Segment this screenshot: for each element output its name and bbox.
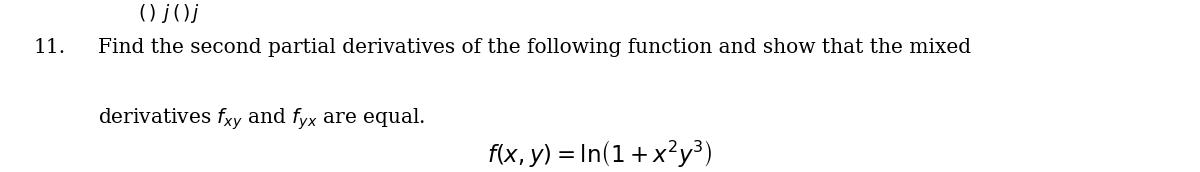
Text: 11.: 11. — [34, 38, 66, 57]
Text: derivatives $f_{xy}$ and $f_{yx}$ are equal.: derivatives $f_{xy}$ and $f_{yx}$ are eq… — [98, 107, 426, 132]
Text: $(\,)\;\,j\,(\,)\,j$: $(\,)\;\,j\,(\,)\,j$ — [138, 2, 200, 25]
Text: Find the second partial derivatives of the following function and show that the : Find the second partial derivatives of t… — [98, 38, 972, 57]
Text: $f(x, y) = \mathrm{ln}\left(1 + x^{2}y^{3}\right)$: $f(x, y) = \mathrm{ln}\left(1 + x^{2}y^{… — [487, 138, 713, 169]
